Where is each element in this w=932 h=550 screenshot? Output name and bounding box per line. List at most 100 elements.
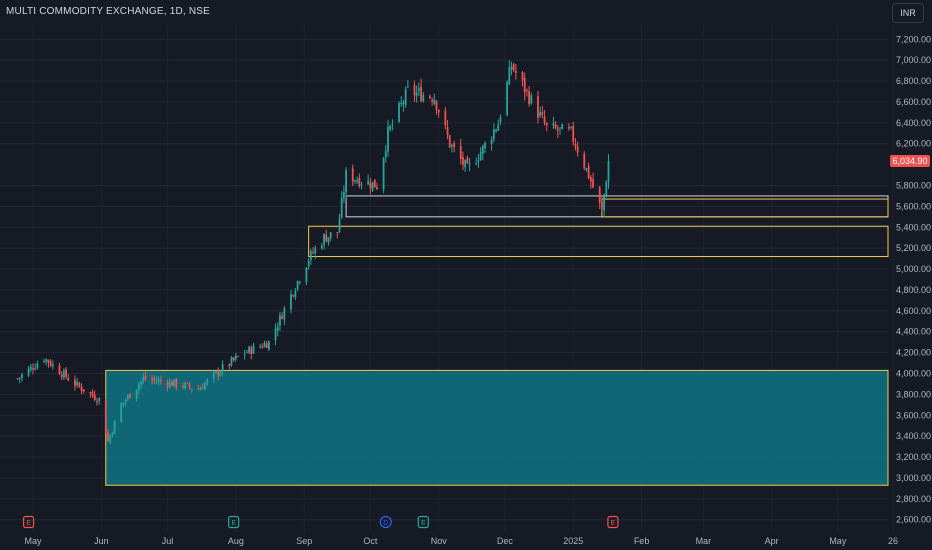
candle-body bbox=[528, 90, 531, 104]
candle-body bbox=[96, 401, 98, 403]
price-tick-label: 4,000.00 bbox=[896, 369, 931, 379]
dividend-event-icon[interactable]: D bbox=[379, 515, 392, 529]
time-tick-label: Dec bbox=[497, 536, 514, 546]
candle-body bbox=[153, 378, 156, 381]
candle-body bbox=[221, 364, 224, 372]
candle-body bbox=[545, 122, 548, 126]
candle-body bbox=[67, 377, 70, 381]
candle-body bbox=[166, 381, 169, 387]
time-tick-label: May bbox=[829, 536, 847, 546]
candle-body bbox=[312, 252, 314, 254]
candle-body bbox=[250, 347, 253, 355]
candle-body bbox=[65, 369, 67, 378]
candle-body bbox=[18, 377, 21, 379]
candle-body bbox=[406, 86, 409, 88]
candle-body bbox=[567, 126, 570, 129]
earnings-event-icon[interactable]: E bbox=[228, 515, 240, 529]
candle-body bbox=[107, 432, 109, 442]
candle-body bbox=[228, 364, 231, 366]
svg-text:E: E bbox=[421, 520, 426, 527]
price-tick-label: 3,200.00 bbox=[896, 452, 931, 462]
candle-body bbox=[448, 135, 451, 148]
candle-body bbox=[391, 123, 394, 125]
price-tick-label: 6,800.00 bbox=[896, 76, 931, 86]
candle-body bbox=[49, 361, 52, 366]
candle-body bbox=[369, 183, 372, 189]
candle-body bbox=[261, 346, 264, 348]
candle-body bbox=[104, 399, 107, 434]
lower-box[interactable] bbox=[308, 225, 889, 258]
candle-body bbox=[453, 143, 456, 148]
candle-body bbox=[431, 99, 434, 102]
last-price-tag bbox=[890, 154, 930, 167]
candle-body bbox=[462, 157, 464, 165]
candle-body bbox=[570, 126, 572, 128]
candle-body bbox=[376, 187, 378, 190]
candle-body bbox=[437, 109, 440, 113]
candle-body bbox=[510, 66, 513, 70]
price-tick-label: 5,000.00 bbox=[896, 264, 931, 274]
price-tick-label: 2,800.00 bbox=[896, 494, 931, 504]
candle-body bbox=[307, 260, 310, 267]
candle-body bbox=[429, 96, 431, 98]
candle-body bbox=[477, 160, 480, 162]
candle-body bbox=[82, 389, 85, 392]
candle-body bbox=[294, 290, 297, 297]
candle-body bbox=[274, 328, 277, 341]
chart-title: MULTI COMMODITY EXCHANGE, 1D, NSE bbox=[6, 6, 211, 17]
time-tick-label: 2025 bbox=[563, 536, 583, 546]
price-tick-label: 3,000.00 bbox=[896, 473, 931, 483]
candle-body bbox=[574, 143, 577, 147]
candle-body bbox=[446, 127, 449, 136]
earnings-event-icon[interactable]: E bbox=[607, 515, 619, 529]
price-tick-label: 2,600.00 bbox=[896, 515, 931, 525]
zones-layer bbox=[105, 195, 889, 486]
candle-body bbox=[539, 112, 542, 117]
candle-body bbox=[543, 116, 546, 124]
candle-body bbox=[137, 384, 140, 390]
candle-body bbox=[400, 102, 403, 105]
candle-body bbox=[526, 89, 528, 91]
candle-body bbox=[495, 129, 497, 132]
candle-body bbox=[184, 383, 187, 389]
candle-body bbox=[506, 82, 508, 116]
time-tick-label: Sep bbox=[296, 536, 312, 546]
candle-body bbox=[576, 146, 579, 153]
candle-body bbox=[259, 346, 262, 348]
svg-text:E: E bbox=[231, 520, 236, 527]
candle-body bbox=[248, 346, 250, 353]
earnings-event-icon[interactable]: E bbox=[417, 515, 429, 529]
candle-body bbox=[279, 315, 281, 326]
candle-body bbox=[351, 168, 354, 182]
candle-body bbox=[93, 394, 96, 401]
earnings-event-icon[interactable]: E bbox=[22, 515, 35, 529]
price-tick-label: 6,200.00 bbox=[896, 139, 931, 149]
candle-body bbox=[343, 192, 345, 199]
demand-zone[interactable] bbox=[105, 369, 889, 486]
candle-body bbox=[157, 379, 160, 382]
candle-body bbox=[62, 370, 65, 378]
price-tick-label: 5,600.00 bbox=[896, 201, 931, 211]
candle-body bbox=[51, 364, 54, 367]
candle-body bbox=[451, 145, 453, 147]
recent-box[interactable] bbox=[601, 198, 889, 218]
price-tick-label: 6,600.00 bbox=[896, 97, 931, 107]
time-tick-label: 26 bbox=[888, 536, 898, 546]
candle-body bbox=[314, 248, 317, 254]
candle-body bbox=[217, 370, 220, 376]
candle-body bbox=[497, 124, 500, 131]
candle-body bbox=[122, 402, 125, 405]
currency-button[interactable]: INR bbox=[892, 3, 924, 23]
candle-body bbox=[34, 368, 37, 370]
candle-body bbox=[459, 145, 462, 159]
candle-body bbox=[45, 359, 48, 362]
candle-body bbox=[521, 71, 524, 81]
candle-body bbox=[541, 112, 544, 115]
candle-body bbox=[433, 99, 436, 104]
candle-body bbox=[481, 145, 484, 155]
candle-body bbox=[245, 352, 248, 353]
candle-body bbox=[16, 378, 19, 380]
candle-body bbox=[175, 378, 178, 387]
candle-body bbox=[27, 368, 30, 376]
